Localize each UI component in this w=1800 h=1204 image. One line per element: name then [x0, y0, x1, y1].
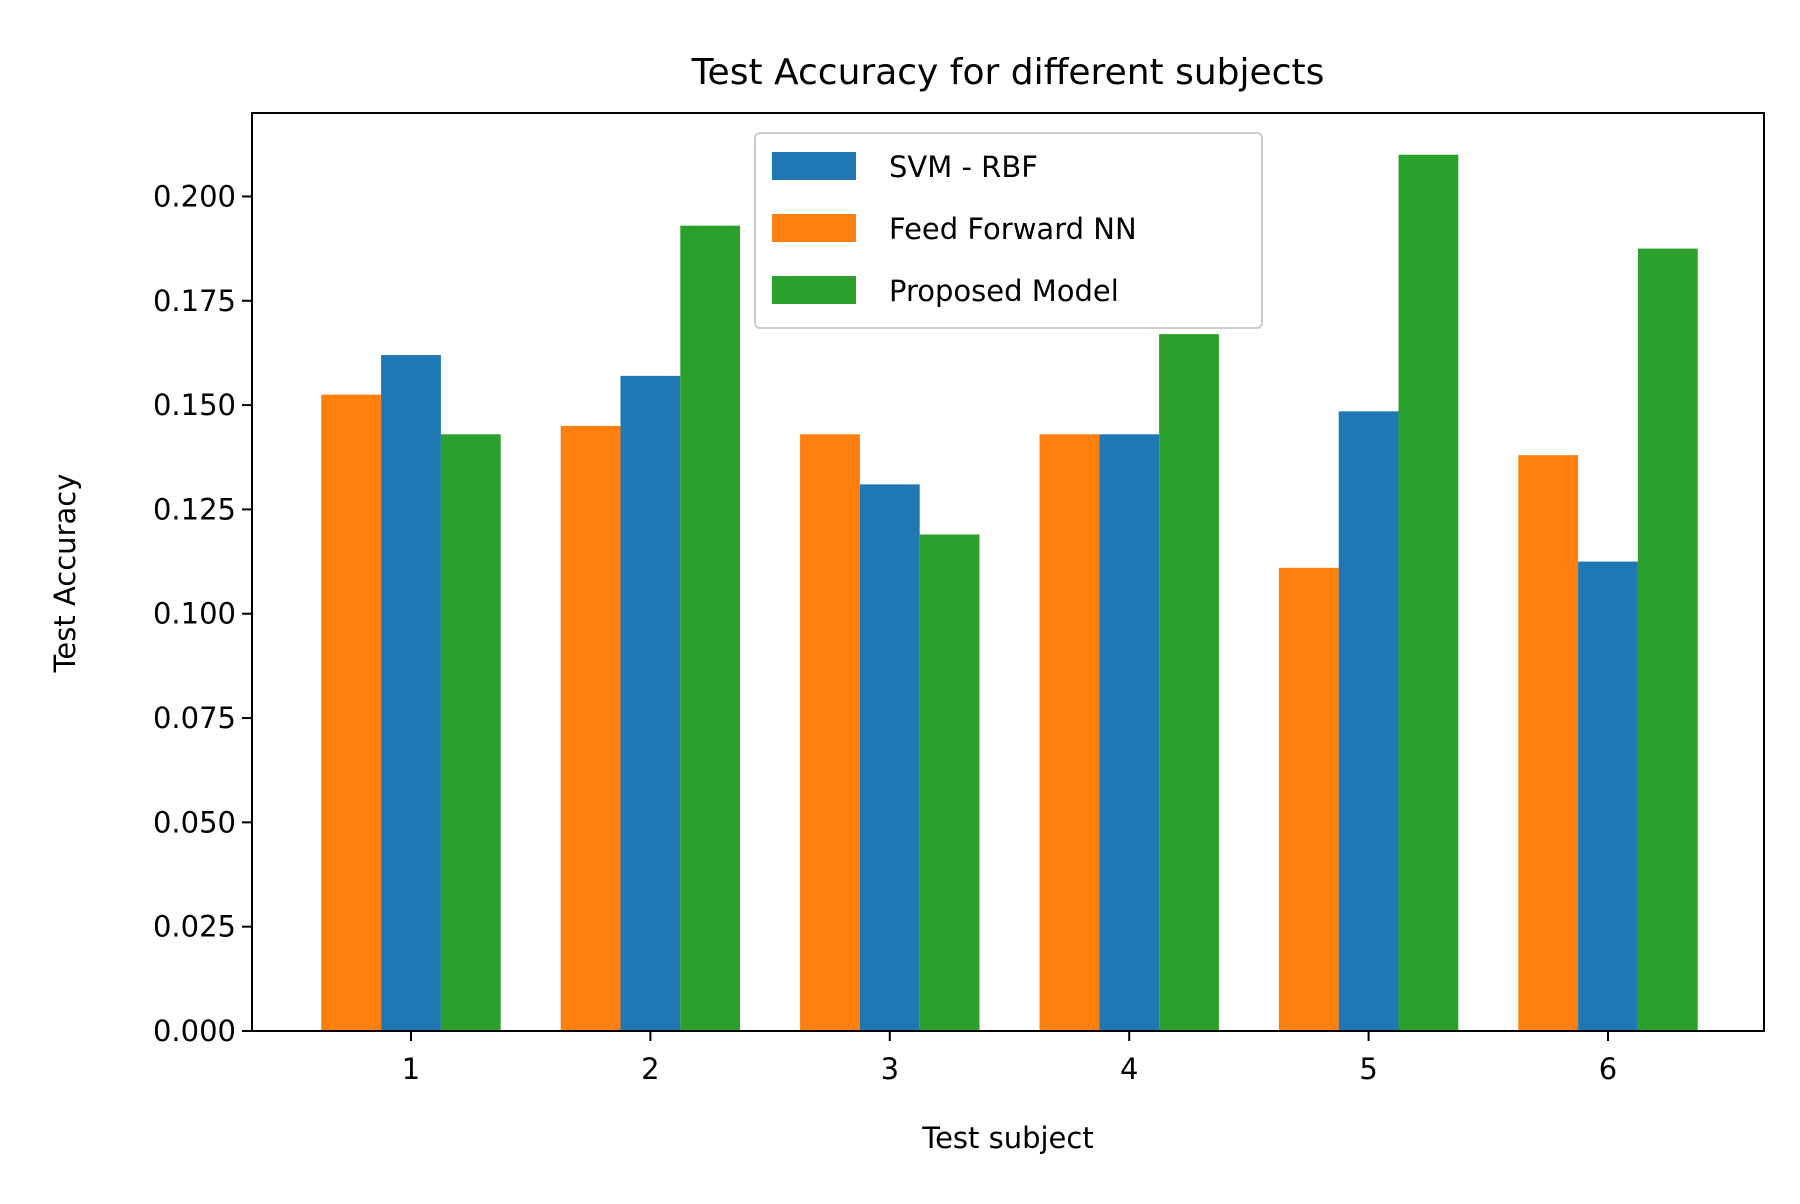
y-tick-label: 0.150 [153, 388, 236, 422]
bar-feed-forward-nn-2 [560, 425, 621, 1031]
bar-feed-forward-nn-6 [1518, 455, 1579, 1031]
legend-swatch [772, 152, 856, 180]
bar-svm-rbf-5 [1338, 411, 1399, 1032]
x-tick-label: 1 [402, 1052, 420, 1086]
y-tick-label: 0.100 [153, 597, 236, 631]
legend: SVM - RBF Feed Forward NN Proposed Model [754, 132, 1263, 329]
bars-layer [321, 154, 1698, 1032]
x-axis-label: Test subject [921, 1121, 1093, 1155]
chart-title: Test Accuracy for different subjects [691, 52, 1325, 93]
y-tick-label: 0.075 [153, 701, 236, 735]
bar-proposed-model-6 [1637, 248, 1698, 1032]
x-tick-label: 3 [881, 1052, 899, 1086]
bar-proposed-model-3 [919, 534, 980, 1031]
bar-proposed-model-1 [440, 434, 501, 1031]
legend-swatch [772, 276, 856, 304]
bar-feed-forward-nn-3 [800, 434, 860, 1031]
x-tick-label: 6 [1599, 1052, 1617, 1086]
bar-proposed-model-2 [680, 225, 741, 1031]
legend-swatch [772, 214, 856, 242]
axes-layer: 0.000 0.025 0.050 0.075 0.100 0.125 0.150 0.175… [153, 112, 1765, 1086]
legend-label: Feed Forward NN [889, 212, 1137, 246]
legend-label: Proposed Model [889, 274, 1119, 308]
bar-svm-rbf-4 [1099, 434, 1160, 1031]
bar-svm-rbf-6 [1578, 561, 1638, 1031]
y-tick-label: 0.025 [153, 910, 236, 944]
x-tick-label: 4 [1120, 1052, 1138, 1086]
bar-feed-forward-nn-5 [1278, 567, 1339, 1031]
bar-feed-forward-nn-4 [1039, 434, 1100, 1031]
legend-box [754, 132, 1263, 329]
y-tick-label: 0.125 [153, 492, 236, 526]
bar-svm-rbf-2 [620, 375, 681, 1031]
y-tick-label: 0.050 [153, 805, 236, 839]
y-tick-label: 0.000 [153, 1014, 236, 1048]
y-tick-label: 0.175 [153, 284, 236, 318]
bar-proposed-model-5 [1398, 154, 1459, 1032]
x-tick-label: 2 [641, 1052, 659, 1086]
legend-label: SVM - RBF [889, 150, 1038, 184]
x-tick-label: 5 [1359, 1052, 1377, 1086]
bar-svm-rbf-3 [859, 484, 920, 1031]
bar-feed-forward-nn-1 [321, 394, 382, 1031]
y-tick-label: 0.200 [153, 179, 236, 213]
plot-frame [251, 112, 1765, 1032]
bar-svm-rbf-1 [381, 355, 441, 1031]
bar-proposed-model-4 [1159, 334, 1219, 1031]
y-axis-label: Test Accuracy [48, 474, 82, 674]
